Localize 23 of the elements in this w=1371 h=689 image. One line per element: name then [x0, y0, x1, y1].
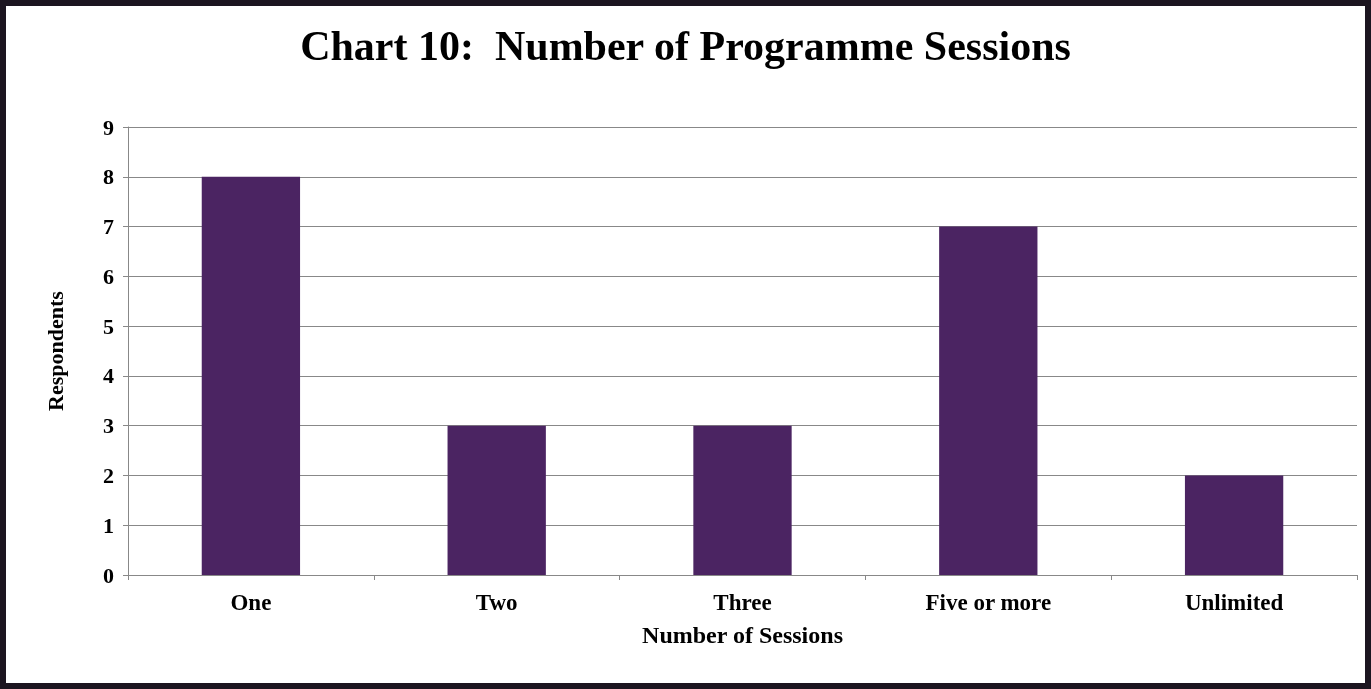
y-tick-label: 3: [103, 413, 114, 439]
y-tick-label: 8: [103, 164, 114, 190]
x-tick-label: Unlimited: [1184, 590, 1284, 615]
x-tick-label: Two: [475, 590, 518, 615]
y-tick-label: 1: [103, 512, 114, 538]
bar: [447, 425, 546, 575]
y-tick-label: 4: [103, 363, 114, 389]
bar: [201, 176, 301, 575]
chart-title: Chart 10: Number of Programme Sessions: [300, 23, 1071, 69]
y-tick-label: 9: [103, 114, 114, 140]
y-axis-title: Respondents: [42, 290, 68, 411]
x-axis-title: Number of Sessions: [642, 622, 843, 648]
y-tick-label: 7: [103, 214, 114, 240]
bar: [693, 425, 792, 575]
x-tick-label: Three: [713, 590, 772, 615]
y-tick-label: 5: [103, 313, 114, 339]
y-tick-label: 0: [103, 562, 114, 588]
bar: [939, 226, 1038, 575]
bar: [1184, 475, 1284, 575]
x-tick-label: Five or more: [925, 590, 1052, 615]
y-tick-label: 2: [103, 462, 114, 488]
y-tick-label: 6: [103, 263, 114, 289]
x-tick-label: One: [230, 590, 272, 615]
